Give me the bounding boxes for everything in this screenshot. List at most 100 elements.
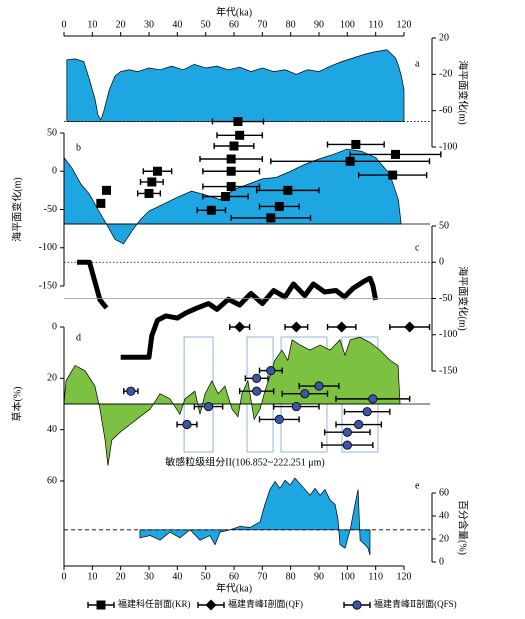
legend-cap: [343, 602, 371, 608]
marker: [226, 166, 236, 176]
y-tick-label: 60: [439, 487, 449, 498]
marker: [226, 154, 236, 164]
marker: [126, 386, 136, 396]
x-tick-label: 20: [116, 571, 126, 582]
line: [77, 259, 109, 310]
legend-label: 福建青峰Ⅱ剖面(QFS): [374, 598, 457, 609]
marker: [206, 205, 216, 215]
x-tick-label: 50: [201, 19, 211, 30]
y-tick-label: 0: [439, 556, 444, 567]
y-axis-label: 海平面变化(m): [10, 177, 23, 241]
marker: [266, 213, 276, 223]
panel-letter: e: [415, 480, 420, 491]
y-tick-label: -150: [39, 280, 57, 291]
x-tick-label: 80: [286, 571, 296, 582]
area: [63, 336, 401, 466]
y-tick-label: 0: [52, 321, 57, 332]
marker: [300, 389, 310, 399]
x-tick-label: 110: [368, 19, 383, 30]
y-tick-label: -100: [439, 329, 457, 340]
marker: [203, 401, 214, 412]
panel-letter: a: [415, 58, 420, 69]
x-tick-label: 70: [257, 571, 267, 582]
marker: [404, 321, 416, 333]
y-tick-label: 20: [47, 373, 57, 384]
panel-letter: b: [76, 142, 81, 153]
legend-label: 福建科任剖面(KR): [118, 598, 191, 609]
marker: [234, 321, 246, 333]
y-axis-label: 海平面变化(m): [457, 60, 470, 124]
marker: [144, 188, 154, 198]
y-tick-label: 40: [47, 424, 57, 435]
marker: [342, 440, 352, 450]
marker: [102, 185, 111, 195]
marker: [362, 407, 372, 417]
marker: [283, 185, 293, 195]
x-tick-label: 70: [257, 19, 267, 30]
x-tick-label: 40: [172, 571, 182, 582]
marker: [229, 141, 239, 151]
marker: [352, 600, 362, 610]
x-tick-label: 50: [201, 571, 211, 582]
y-tick-label: 50: [439, 220, 449, 231]
y-tick-label: 20: [439, 533, 449, 544]
y-tick-label: 0: [52, 166, 57, 177]
legend-cap: [197, 602, 225, 608]
y-axis-label: 海平面变化(m): [457, 266, 470, 330]
panel-letter: d: [76, 332, 81, 343]
panel-letter: c: [415, 242, 420, 253]
marker: [96, 198, 106, 208]
marker: [388, 170, 398, 180]
x-tick-label: 80: [286, 19, 296, 30]
marker: [336, 321, 348, 333]
x-tick-label: 100: [340, 19, 355, 30]
x-tick-label: 10: [87, 19, 97, 30]
x-tick-label: 100: [340, 571, 355, 582]
x-tick-label: 90: [314, 571, 324, 582]
y-axis-label: 百分含量(%): [457, 500, 470, 555]
marker: [368, 394, 378, 404]
x-tick-label: 0: [62, 571, 67, 582]
y-tick-label: -20: [439, 69, 452, 80]
marker: [205, 599, 217, 611]
marker: [252, 386, 262, 396]
y-tick-label: 0: [439, 257, 444, 268]
y-tick-label: 60: [47, 475, 57, 486]
x-tick-label: 20: [116, 19, 126, 30]
marker: [391, 149, 400, 159]
x-tick-label: 120: [397, 19, 412, 30]
y-tick-label: -100: [39, 242, 57, 253]
marker: [290, 321, 302, 333]
marker: [314, 381, 324, 391]
y-tick-label: -50: [439, 293, 452, 304]
y-tick-label: -100: [439, 141, 457, 152]
area: [139, 477, 371, 556]
area: [66, 49, 405, 122]
panel-title: 敏感粒级组分II(106.852~222.251 μm): [165, 455, 324, 468]
marker: [226, 182, 236, 192]
y-tick-label: 40: [439, 510, 449, 521]
x-axis-label: 年代(ka): [216, 581, 252, 594]
marker: [153, 166, 162, 176]
marker: [351, 139, 361, 149]
x-tick-label: 40: [172, 19, 182, 30]
marker: [291, 401, 301, 412]
line: [120, 275, 379, 360]
marker: [252, 373, 262, 383]
y-tick-label: -60: [439, 105, 452, 116]
marker: [345, 156, 355, 166]
x-tick-label: 30: [144, 571, 154, 582]
marker: [266, 366, 276, 376]
x-tick-label: 60: [229, 571, 239, 582]
x-tick-label: 0: [62, 19, 67, 30]
x-tick-label: 120: [397, 571, 412, 582]
marker: [274, 414, 284, 424]
legend-label: 福建青峰Ⅰ剖面(QF): [228, 598, 303, 609]
marker: [274, 201, 284, 211]
marker: [147, 177, 157, 187]
marker: [233, 117, 243, 127]
marker: [96, 600, 106, 610]
marker: [221, 191, 230, 201]
